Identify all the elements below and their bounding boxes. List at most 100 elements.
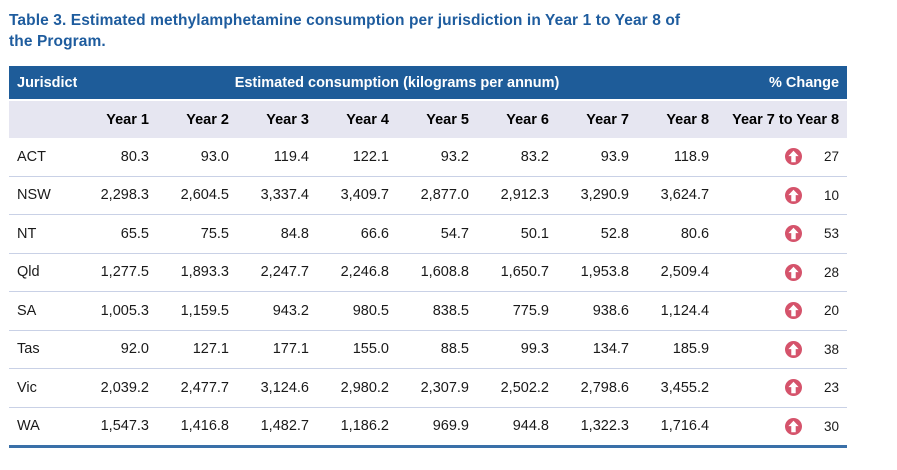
subheader-pct-range: Year 7 to Year 8	[717, 100, 848, 138]
year-value: 944.8	[477, 407, 557, 448]
year-value: 2,298.3	[77, 176, 157, 215]
table-row-vic: Vic 2,039.2 2,477.7 3,124.6 2,980.2 2,30…	[9, 368, 848, 408]
table-header-row: Jurisdiction Estimated consumption (kilo…	[9, 66, 848, 101]
pct-change-cell: 23	[717, 368, 848, 408]
jurisdiction-label: ACT	[9, 138, 77, 177]
year-value: 2,477.7	[157, 368, 237, 408]
jurisdiction-label: NSW	[9, 176, 77, 215]
year-value: 65.5	[77, 214, 157, 254]
year-value: 2,509.4	[637, 253, 718, 292]
trend-up-icon	[785, 186, 803, 204]
year-value: 84.8	[237, 214, 317, 254]
year-value: 93.9	[557, 138, 637, 177]
year-value: 1,416.8	[157, 407, 237, 448]
year-value: 2,912.3	[477, 176, 557, 215]
pct-change-cell: 28	[717, 253, 848, 292]
year-value: 3,624.7	[637, 176, 718, 215]
subheader-year-5: Year 5	[397, 100, 477, 138]
year-value: 119.4	[237, 138, 317, 177]
year-value: 980.5	[317, 291, 397, 331]
year-value: 2,246.8	[317, 253, 397, 292]
pct-change-cell: 30	[717, 407, 848, 448]
year-value: 2,798.6	[557, 368, 637, 408]
year-value: 838.5	[397, 291, 477, 331]
subheader-year-2: Year 2	[157, 100, 237, 138]
year-value: 1,716.4	[637, 407, 718, 448]
year-value: 50.1	[477, 214, 557, 254]
trend-up-icon	[785, 263, 803, 281]
year-value: 2,307.9	[397, 368, 477, 408]
year-value: 83.2	[477, 138, 557, 177]
year-value: 938.6	[557, 291, 637, 331]
year-value: 93.2	[397, 138, 477, 177]
year-value: 93.0	[157, 138, 237, 177]
subheader-year-8: Year 8	[637, 100, 718, 138]
year-value: 2,980.2	[317, 368, 397, 408]
year-value: 3,337.4	[237, 176, 317, 215]
subheader-year-3: Year 3	[237, 100, 317, 138]
year-value: 1,005.3	[77, 291, 157, 331]
year-value: 1,482.7	[237, 407, 317, 448]
pct-value: 30	[824, 418, 840, 434]
table-row-sa: SA 1,005.3 1,159.5 943.2 980.5 838.5 775…	[9, 291, 848, 331]
year-value: 1,608.8	[397, 253, 477, 292]
table-caption: Table 3. Estimated methylamphetamine con…	[9, 10, 897, 52]
year-value: 3,455.2	[637, 368, 718, 408]
year-value: 1,186.2	[317, 407, 397, 448]
pct-value: 23	[824, 380, 840, 396]
year-value: 775.9	[477, 291, 557, 331]
trend-up-icon	[785, 379, 803, 397]
trend-up-icon	[785, 148, 803, 166]
pct-change-cell: 10	[717, 176, 848, 215]
table-row-wa: WA 1,547.3 1,416.8 1,482.7 1,186.2 969.9…	[9, 407, 848, 448]
year-value: 943.2	[237, 291, 317, 331]
year-value: 54.7	[397, 214, 477, 254]
year-value: 80.6	[637, 214, 718, 254]
table-row-nsw: NSW 2,298.3 2,604.5 3,337.4 3,409.7 2,87…	[9, 176, 848, 215]
pct-change-cell: 27	[717, 138, 848, 177]
year-value: 134.7	[557, 330, 637, 369]
pct-value: 53	[824, 226, 840, 242]
year-value: 969.9	[397, 407, 477, 448]
year-value: 3,409.7	[317, 176, 397, 215]
year-value: 1,159.5	[157, 291, 237, 331]
year-value: 66.6	[317, 214, 397, 254]
jurisdiction-label: Vic	[9, 368, 77, 408]
subheader-empty	[9, 100, 77, 138]
year-value: 177.1	[237, 330, 317, 369]
year-value: 1,650.7	[477, 253, 557, 292]
year-value: 122.1	[317, 138, 397, 177]
pct-change-cell: 38	[717, 330, 848, 369]
header-consumption-group: Estimated consumption (kilograms per ann…	[77, 66, 718, 101]
pct-change-cell: 20	[717, 291, 848, 331]
subheader-year-6: Year 6	[477, 100, 557, 138]
pct-value: 28	[824, 264, 840, 280]
pct-value: 38	[824, 341, 840, 357]
subheader-year-7: Year 7	[557, 100, 637, 138]
subheader-year-1: Year 1	[77, 100, 157, 138]
year-value: 3,290.9	[557, 176, 637, 215]
year-value: 118.9	[637, 138, 718, 177]
table-caption-line1: Table 3. Estimated methylamphetamine con…	[9, 12, 681, 29]
year-value: 1,547.3	[77, 407, 157, 448]
jurisdiction-label: Tas	[9, 330, 77, 369]
year-value: 1,277.5	[77, 253, 157, 292]
table-row-tas: Tas 92.0 127.1 177.1 155.0 88.5 99.3 134…	[9, 330, 848, 369]
jurisdiction-label: NT	[9, 214, 77, 254]
year-value: 155.0	[317, 330, 397, 369]
pct-value: 20	[824, 303, 840, 319]
pct-change-cell: 53	[717, 214, 848, 254]
year-value: 127.1	[157, 330, 237, 369]
year-value: 1,953.8	[557, 253, 637, 292]
table-row-qld: Qld 1,277.5 1,893.3 2,247.7 2,246.8 1,60…	[9, 253, 848, 292]
jurisdiction-label: SA	[9, 291, 77, 331]
year-value: 80.3	[77, 138, 157, 177]
header-jurisdiction: Jurisdiction	[9, 66, 77, 101]
year-value: 92.0	[77, 330, 157, 369]
year-value: 2,247.7	[237, 253, 317, 292]
trend-up-icon	[785, 417, 803, 435]
year-value: 1,322.3	[557, 407, 637, 448]
year-value: 185.9	[637, 330, 718, 369]
table-row-act: ACT 80.3 93.0 119.4 122.1 93.2 83.2 93.9…	[9, 138, 848, 177]
year-value: 99.3	[477, 330, 557, 369]
